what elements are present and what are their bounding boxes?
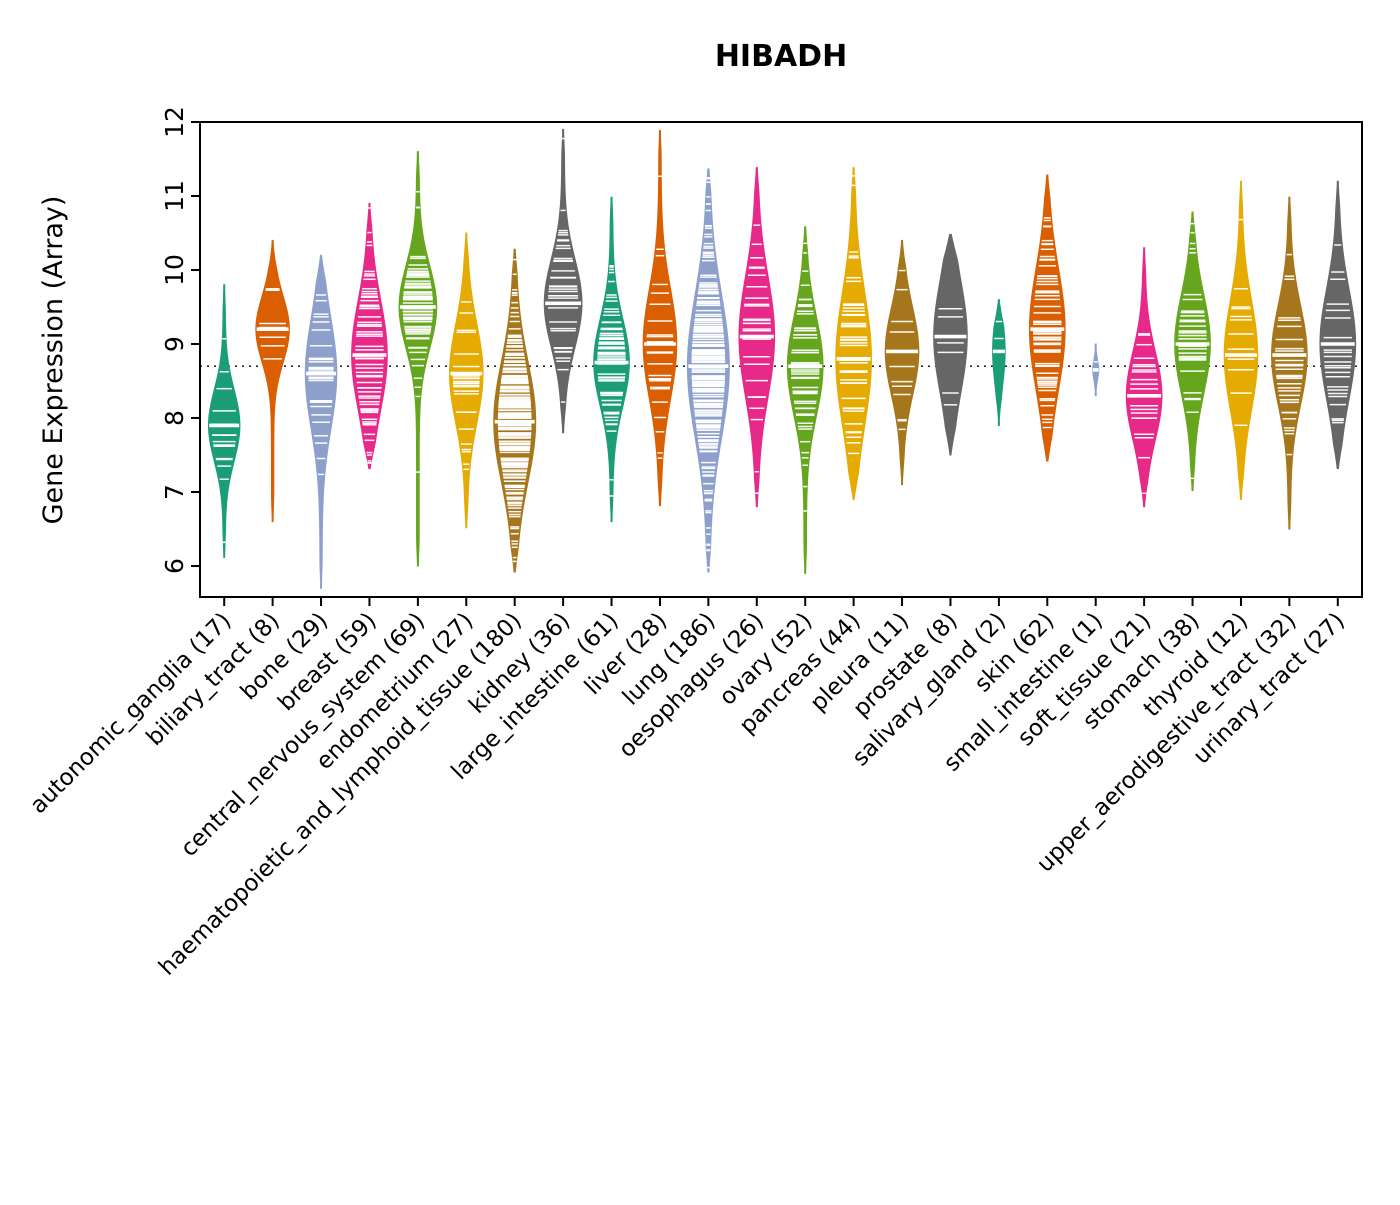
violin-prostate xyxy=(933,232,968,456)
violin-autonomic_ganglia xyxy=(207,284,241,560)
violin-skin xyxy=(1028,173,1066,464)
y-tick-label-12: 12 xyxy=(160,106,189,138)
violin-bone xyxy=(304,254,338,589)
violin-lung xyxy=(686,165,730,575)
violin-pleura xyxy=(884,239,920,486)
violin-shape-soft_tissue xyxy=(1125,247,1163,508)
y-tick-label-7: 7 xyxy=(160,484,189,500)
plot-border xyxy=(199,121,1363,598)
violin-stomach xyxy=(1174,210,1211,493)
plot-area: autonomic_ganglia (17)biliary_tract (8)b… xyxy=(25,106,1363,981)
y-tick-label-6: 6 xyxy=(160,558,189,574)
violin-salivary_gland xyxy=(992,299,1006,426)
violin-shape-ovary xyxy=(786,225,824,574)
violin-endometrium xyxy=(448,232,484,530)
violin-pancreas xyxy=(835,165,872,500)
violin-shape-biliary_tract xyxy=(255,239,290,523)
y-tick-label-9: 9 xyxy=(160,336,189,352)
violin-thyroid xyxy=(1223,180,1259,500)
violin-oesophagus xyxy=(738,165,776,508)
violin-urinary_tract xyxy=(1319,180,1357,471)
x-label-autonomic_ganglia: autonomic_ganglia (17) xyxy=(25,608,236,819)
violin-shape-thyroid xyxy=(1223,180,1259,500)
violin-biliary_tract xyxy=(255,239,290,523)
violin-shape-prostate xyxy=(933,232,968,456)
y-tick-label-8: 8 xyxy=(160,410,189,426)
violin-shape-pancreas xyxy=(835,165,872,500)
violin-haematopoietic_and_lymphoid_tissue xyxy=(493,247,537,575)
y-axis-label: Gene Expression (Array) xyxy=(38,196,69,525)
y-tick-label-10: 10 xyxy=(160,254,189,286)
violin-shape-autonomic_ganglia xyxy=(207,284,241,560)
violin-shape-upper_aerodigestive_tract xyxy=(1271,195,1308,530)
violin-shape-kidney xyxy=(543,128,583,434)
violin-soft_tissue xyxy=(1125,247,1163,508)
violin-shape-liver xyxy=(642,128,678,508)
violin-central_nervous_system xyxy=(398,151,438,567)
violin-shape-urinary_tract xyxy=(1319,180,1357,471)
violin-small_intestine xyxy=(1092,343,1100,397)
violin-kidney xyxy=(543,128,583,434)
violin-shape-salivary_gland xyxy=(992,299,1006,426)
violin-shape-pleura xyxy=(884,239,920,486)
chart-title: HIBADH xyxy=(715,39,847,74)
violin-breast xyxy=(351,202,388,471)
violin-large_intestine xyxy=(593,195,630,523)
violin-upper_aerodigestive_tract xyxy=(1271,195,1308,530)
violin-ovary xyxy=(786,224,824,574)
y-tick-label-11: 11 xyxy=(160,180,189,212)
violin-liver xyxy=(642,128,678,508)
